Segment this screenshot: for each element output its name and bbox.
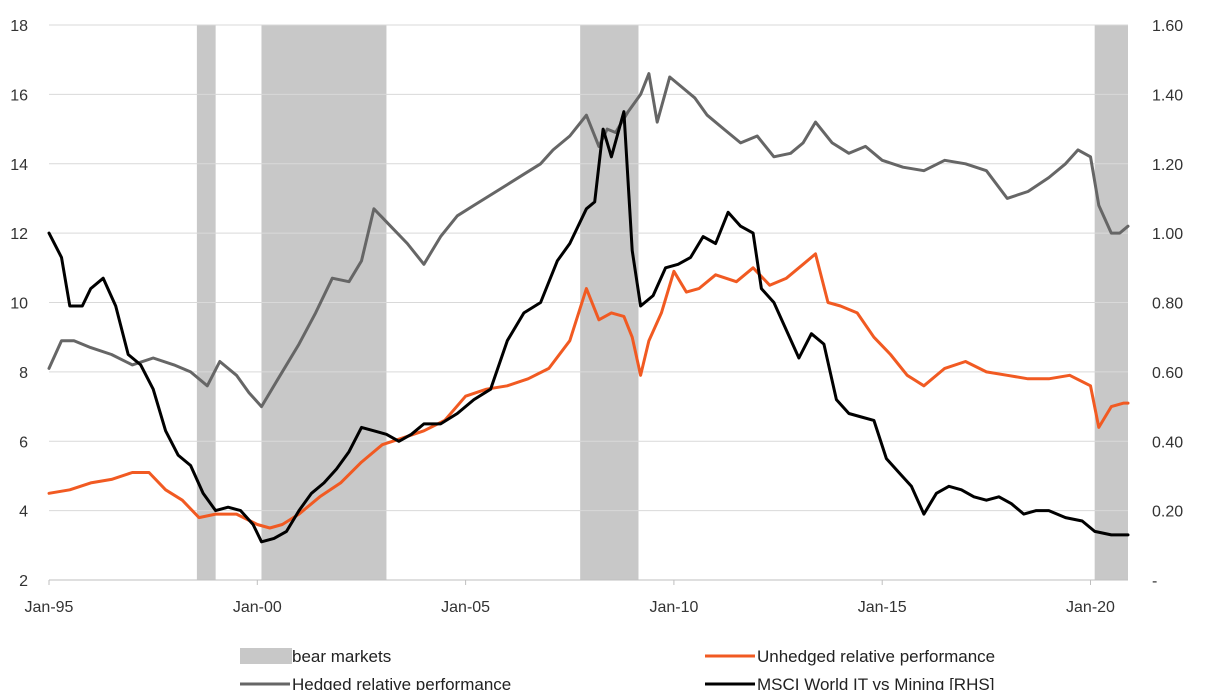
right-tick-label: 0.20	[1152, 504, 1183, 521]
x-axis: Jan-95 Jan-00 Jan-05 Jan-10 Jan-15 Jan-20	[25, 580, 1115, 616]
x-tick-label: Jan-10	[649, 599, 698, 616]
legend-label: MSCI World IT vs Mining [RHS]	[757, 675, 994, 690]
legend-swatch-band	[240, 648, 292, 664]
x-tick-label: Jan-20	[1066, 599, 1115, 616]
left-tick-label: 6	[19, 434, 28, 451]
left-tick-label: 14	[10, 157, 28, 174]
legend-label: Unhedged relative performance	[757, 647, 995, 666]
series-line-msci-world-it-vs-mining-rhs	[47, 110, 1130, 544]
left-y-axis: 2 4 6 8 10 12 14 16 18	[10, 18, 28, 590]
legend: bear markets Unhedged relative performanc…	[240, 647, 995, 690]
right-tick-label: 1.60	[1152, 18, 1183, 35]
right-tick-label: 0.80	[1152, 296, 1183, 313]
right-tick-label: 1.00	[1152, 226, 1183, 243]
right-tick-label: -	[1152, 573, 1157, 590]
legend-label: Hedged relative performance	[292, 675, 511, 690]
left-tick-label: 4	[19, 504, 28, 521]
legend-label: bear markets	[292, 647, 391, 666]
right-tick-label: 0.60	[1152, 365, 1183, 382]
series-line-hedged-relative-performance	[47, 72, 1130, 409]
x-tick-label: Jan-95	[25, 599, 74, 616]
gridlines	[49, 24, 1128, 581]
x-tick-label: Jan-00	[233, 599, 282, 616]
left-tick-label: 12	[10, 226, 28, 243]
right-tick-label: 1.40	[1152, 87, 1183, 104]
x-tick-label: Jan-15	[858, 599, 907, 616]
left-tick-label: 16	[10, 87, 28, 104]
series-lines	[47, 72, 1130, 544]
right-y-axis: - 0.20 0.40 0.60 0.80 1.00 1.20 1.40 1.60	[1152, 18, 1183, 590]
left-tick-label: 18	[10, 18, 28, 35]
left-tick-label: 2	[19, 573, 28, 590]
right-tick-label: 0.40	[1152, 434, 1183, 451]
left-tick-label: 8	[19, 365, 28, 382]
left-tick-label: 10	[10, 296, 28, 313]
x-tick-label: Jan-05	[441, 599, 490, 616]
right-tick-label: 1.20	[1152, 157, 1183, 174]
